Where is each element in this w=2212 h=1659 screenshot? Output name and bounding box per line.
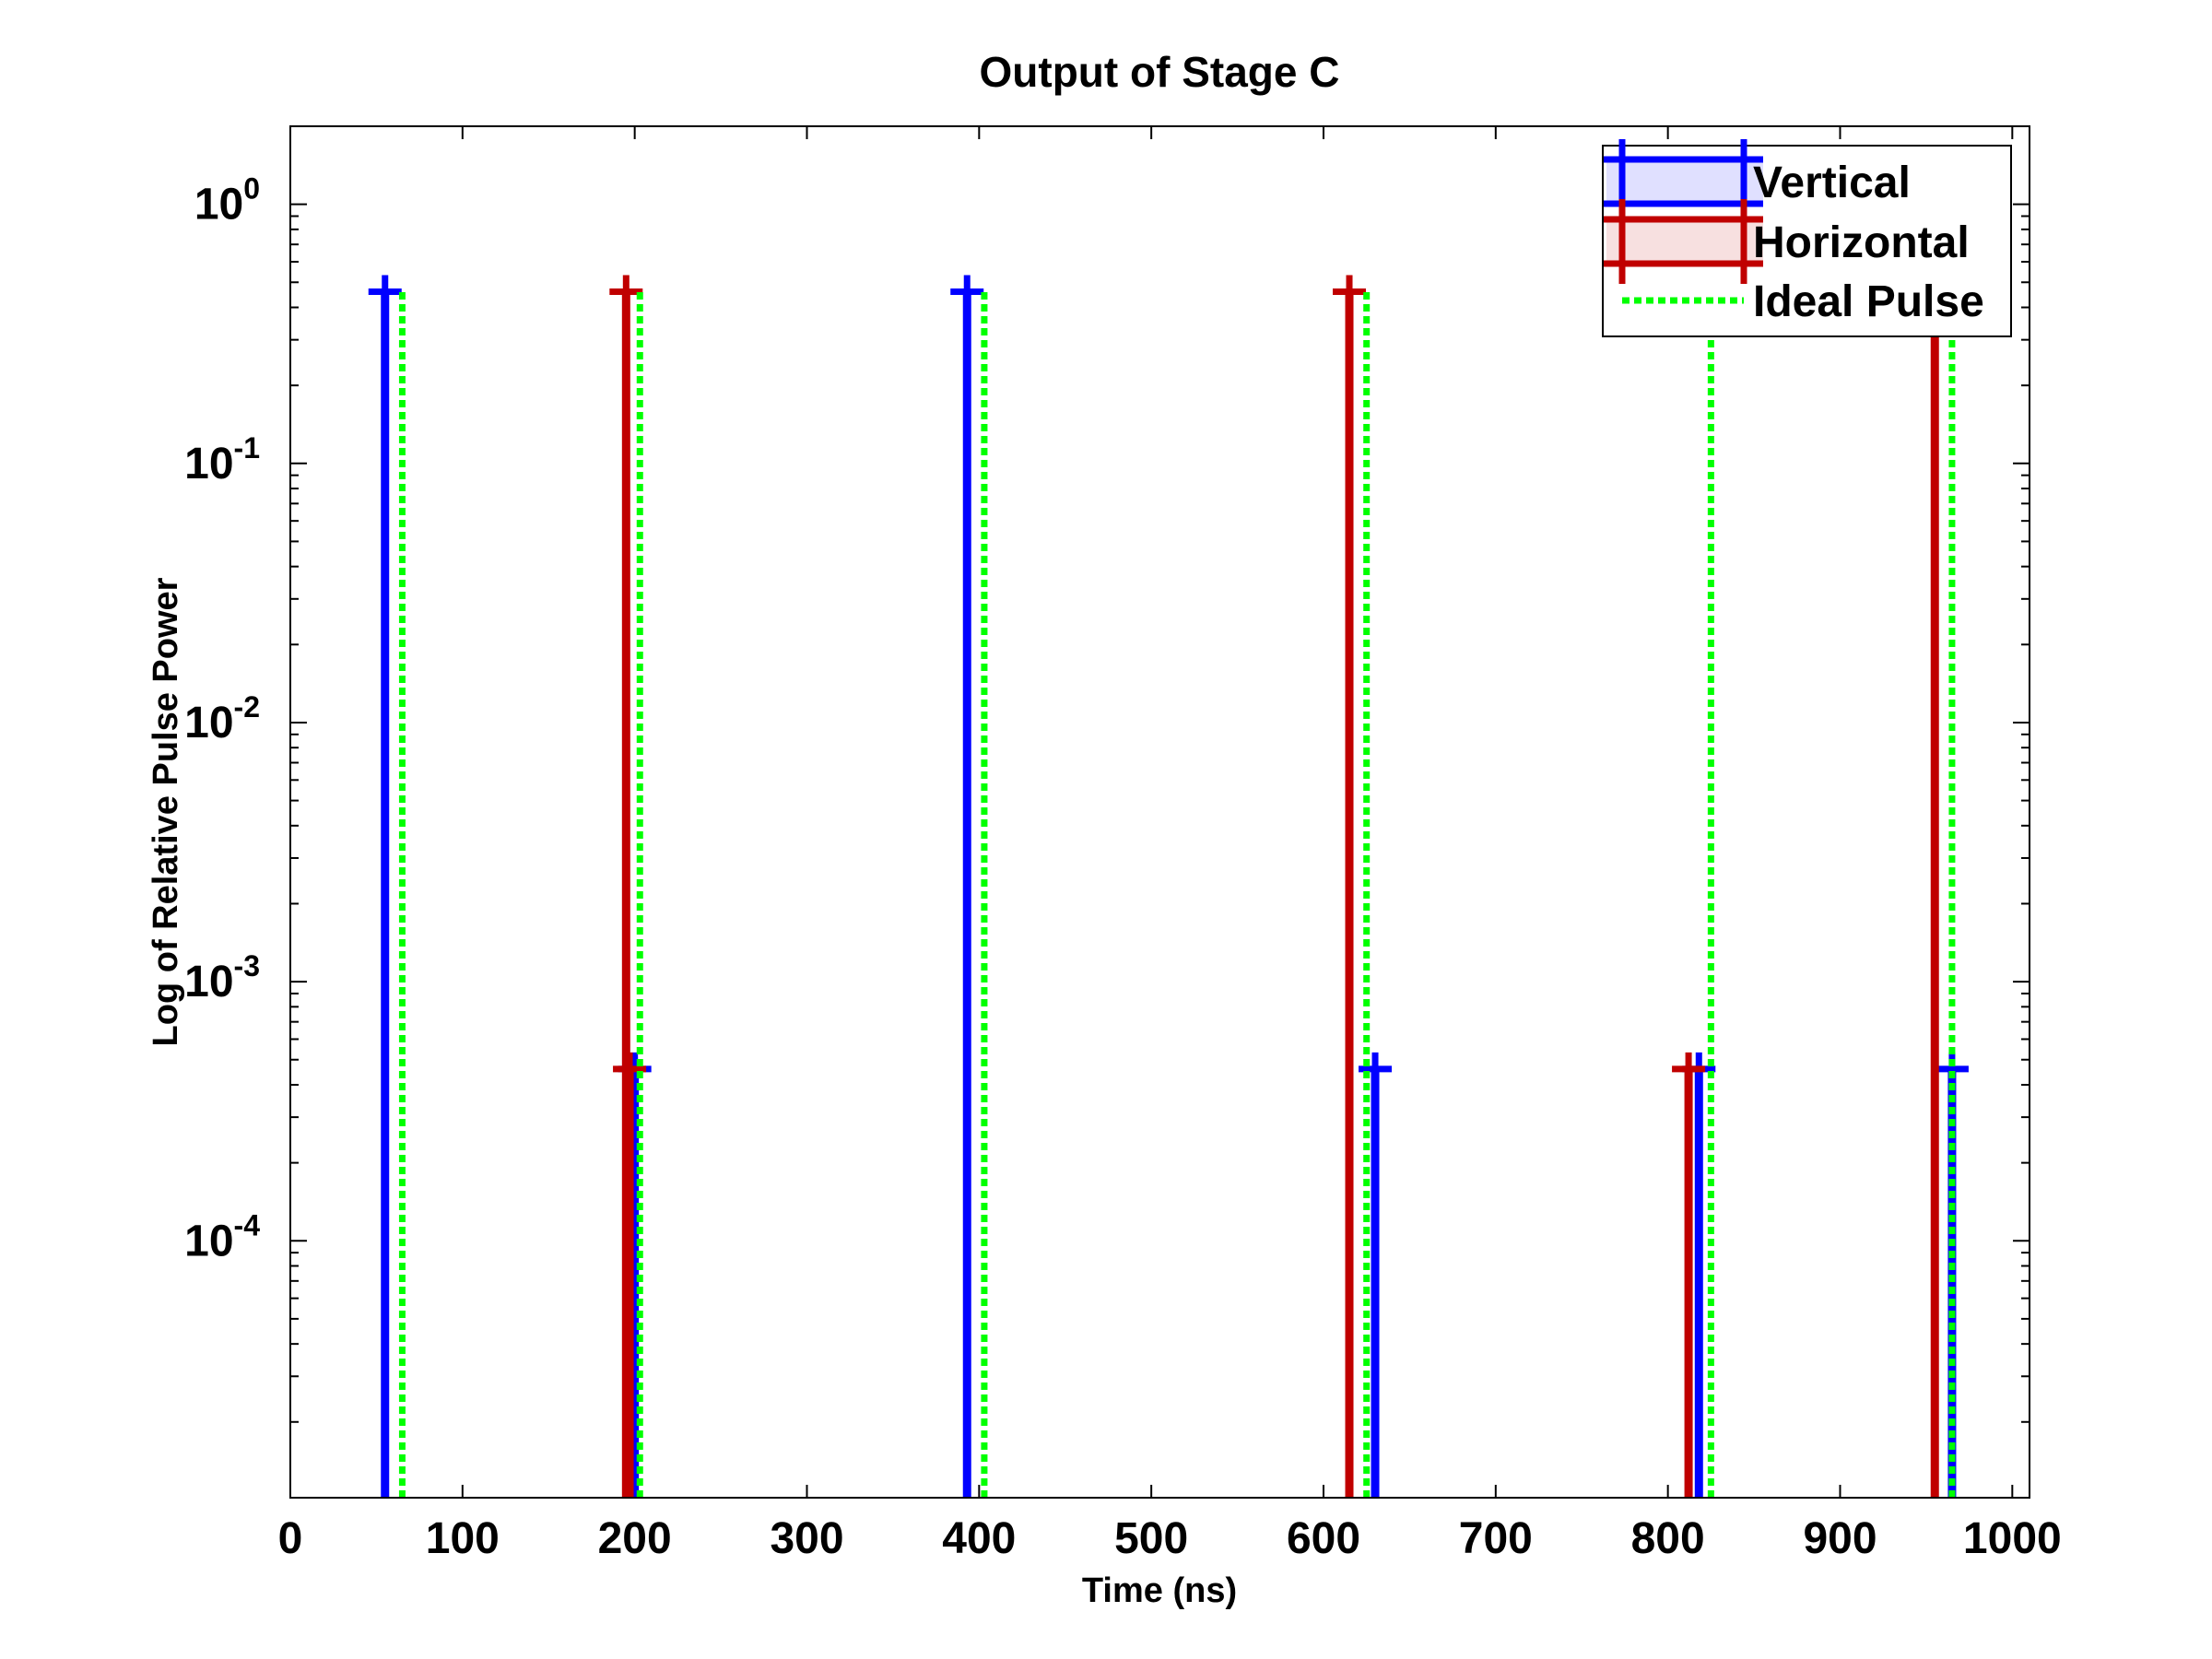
x-tick-label: 0 bbox=[278, 1514, 303, 1563]
y-tick-label: 10-1 bbox=[184, 431, 260, 488]
series-vertical bbox=[368, 275, 1969, 1498]
x-tick-label: 700 bbox=[1459, 1514, 1533, 1563]
y-tick-label-base: 10 bbox=[184, 440, 233, 488]
plot-frame bbox=[289, 125, 2030, 1499]
chart-title: Output of Stage C bbox=[980, 48, 1340, 96]
y-tick-label-base: 10 bbox=[184, 958, 233, 1006]
x-tick-label: 1000 bbox=[1963, 1514, 2062, 1563]
legend-swatch-fill bbox=[1606, 219, 1763, 264]
x-tick-label: 300 bbox=[770, 1514, 843, 1563]
series-ideal-pulse bbox=[398, 291, 1956, 1498]
y-tick-label-exponent: -2 bbox=[234, 690, 260, 724]
x-tick-label: 800 bbox=[1631, 1514, 1705, 1563]
x-axis-ticks: 0 100 200 300 400 500 600 700 800 900 1000 bbox=[278, 126, 2062, 1563]
legend-box bbox=[1602, 145, 2012, 337]
y-tick-label-base: 10 bbox=[194, 181, 243, 229]
legend: Vertical Horizontal Ideal Pulse bbox=[1602, 139, 2012, 337]
x-axis-label: Time (ns) bbox=[1082, 1571, 1237, 1610]
legend-entry-vertical: Vertical bbox=[1604, 139, 1911, 224]
legend-entry-ideal-pulse: Ideal Pulse bbox=[1622, 277, 1984, 326]
legend-label: Horizontal bbox=[1753, 218, 1970, 267]
x-tick-label: 200 bbox=[598, 1514, 672, 1563]
series-layer bbox=[368, 275, 1969, 1498]
x-tick-label: 400 bbox=[942, 1514, 1016, 1563]
y-tick-label-exponent: 0 bbox=[243, 172, 260, 206]
x-tick-label: 900 bbox=[1803, 1514, 1877, 1563]
legend-label: Vertical bbox=[1753, 159, 1911, 207]
legend-entry-horizontal: Horizontal bbox=[1604, 199, 1970, 284]
y-tick-label: 10-4 bbox=[184, 1208, 260, 1265]
x-tick-label: 500 bbox=[1114, 1514, 1188, 1563]
legend-swatch-fill bbox=[1606, 159, 1763, 204]
x-tick-label: 600 bbox=[1287, 1514, 1360, 1563]
y-tick-label: 100 bbox=[194, 172, 260, 229]
y-axis-label: Log of Relative Pulse Power bbox=[147, 577, 185, 1046]
y-tick-label: 10-3 bbox=[184, 949, 260, 1006]
y-tick-label-base: 10 bbox=[184, 1217, 233, 1265]
x-tick-label: 100 bbox=[426, 1514, 500, 1563]
legend-label: Ideal Pulse bbox=[1753, 277, 1984, 326]
y-tick-label-base: 10 bbox=[184, 699, 233, 747]
y-tick-label: 10-2 bbox=[184, 690, 260, 747]
legend-entries: Vertical Horizontal Ideal Pulse bbox=[1604, 139, 1984, 326]
y-tick-label-exponent: -1 bbox=[234, 431, 260, 465]
plot-area bbox=[290, 126, 2030, 1498]
y-tick-label-exponent: -3 bbox=[234, 949, 260, 982]
y-tick-label-exponent: -4 bbox=[234, 1208, 261, 1241]
